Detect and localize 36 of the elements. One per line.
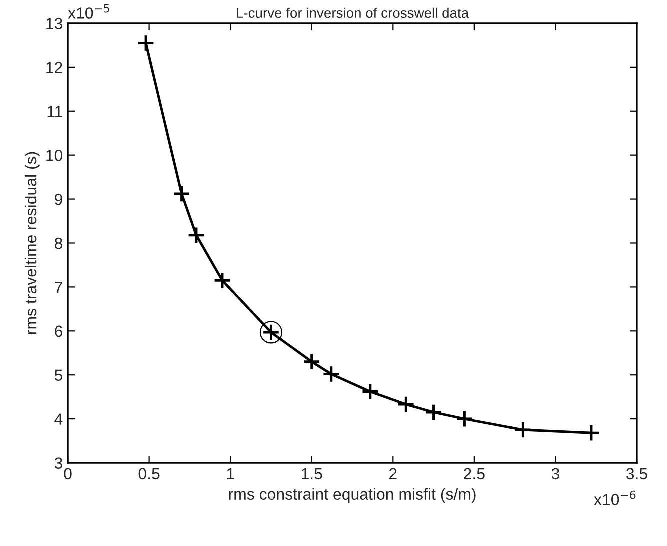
point: [188, 226, 206, 244]
y-tick-label: 3: [54, 458, 62, 469]
y-axis-title: rms traveltime residual (s): [24, 152, 40, 334]
y-tick-label: 5: [54, 370, 63, 382]
point: [214, 272, 232, 290]
x-tick-label: 3: [552, 468, 560, 480]
x-tick-label: 1: [227, 468, 234, 480]
point: [362, 382, 380, 401]
x-tick-label: 1.5: [302, 468, 322, 480]
text: x10$^{−5}$: [68, 4, 110, 19]
x-tick-label: 2: [390, 468, 397, 480]
point: [172, 185, 191, 203]
y-tick-label: 8: [54, 238, 62, 250]
y-tick-label: 11: [48, 106, 62, 118]
x-axis-title: rms constraint equation misfit (s/m): [229, 488, 476, 504]
x-tick-label: 2.5: [464, 468, 485, 480]
x-tick-label: 0: [64, 468, 72, 480]
point: [322, 365, 340, 384]
y-tick-label: 4: [54, 414, 63, 425]
point: [397, 396, 416, 414]
y-tick-label: 13: [46, 18, 62, 30]
x-tick-label: 3.5: [626, 468, 648, 480]
point: [582, 424, 600, 442]
point: [456, 410, 474, 428]
point: [514, 421, 532, 439]
point: [137, 34, 155, 52]
y-tick-label: 12: [46, 62, 62, 74]
text: x10$^{−6}$: [594, 490, 636, 506]
y-tick-label: 9: [55, 194, 62, 206]
y-tick-label: 6: [55, 326, 62, 338]
y-tick-label: 7: [55, 282, 62, 293]
point: [424, 404, 443, 422]
x-tick-label: 0.5: [138, 468, 160, 480]
chart-title: L-curve for inversion of crosswell data: [237, 8, 470, 18]
y-tick-label: 10: [46, 150, 63, 162]
point: [302, 353, 321, 371]
